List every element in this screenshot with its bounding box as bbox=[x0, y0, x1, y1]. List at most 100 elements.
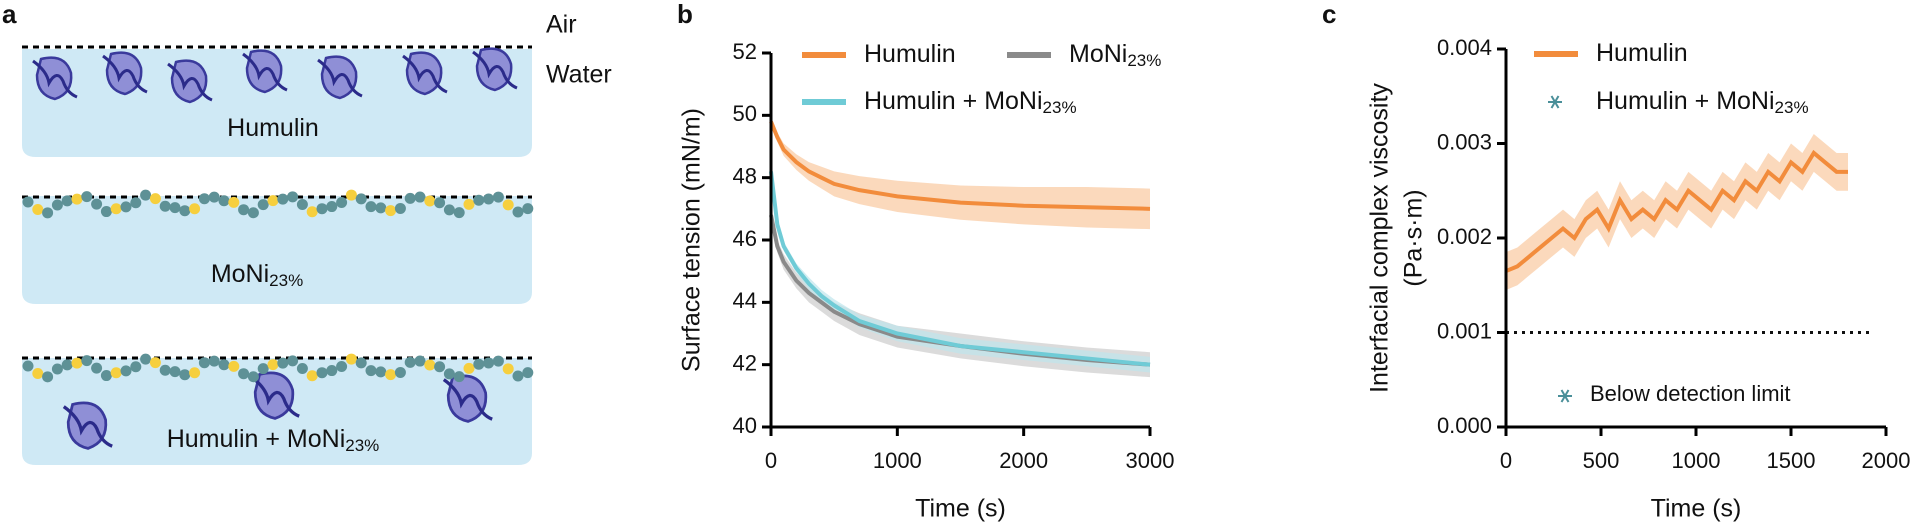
protein bbox=[472, 47, 518, 92]
y-tick-label: 0.004 bbox=[1437, 35, 1492, 60]
polymer-bead bbox=[365, 201, 377, 213]
polymer-bead bbox=[267, 195, 279, 207]
polymer-bead bbox=[198, 193, 210, 205]
legend-label-sub: 23% bbox=[1127, 51, 1161, 70]
polymer-bead bbox=[434, 197, 446, 209]
polymer-bead bbox=[140, 189, 152, 201]
polymer-bead bbox=[130, 197, 142, 209]
polymer-bead bbox=[159, 200, 171, 212]
protein bbox=[62, 401, 113, 450]
polymer-bead bbox=[453, 371, 465, 383]
y-tick-label: 46 bbox=[733, 226, 757, 251]
polymer-bead bbox=[424, 195, 436, 207]
polymer-bead bbox=[100, 206, 112, 218]
polymer-bead bbox=[61, 195, 73, 207]
polymer-bead bbox=[189, 203, 201, 215]
series-line bbox=[769, 120, 1151, 211]
polymer-bead bbox=[375, 366, 387, 378]
protein-chain bbox=[472, 50, 518, 90]
polymer-bead bbox=[336, 196, 348, 208]
x-tick-label: 500 bbox=[1583, 448, 1620, 473]
polymer-bead bbox=[51, 363, 63, 375]
polymer-bead bbox=[71, 357, 83, 369]
annotation: Below detection limit bbox=[1590, 381, 1791, 406]
panel-a-label-main: Humulin + MoNi bbox=[167, 425, 346, 453]
polymer-bead bbox=[149, 357, 161, 369]
series-line bbox=[1505, 149, 1848, 273]
x-tick-label: 0 bbox=[765, 448, 777, 473]
polymer-bead bbox=[365, 365, 377, 377]
protein-chain bbox=[442, 378, 493, 421]
polymer-bead bbox=[287, 355, 299, 367]
polymer-bead bbox=[218, 195, 230, 207]
polymer-bead bbox=[169, 202, 181, 214]
protein-chain bbox=[249, 375, 300, 418]
panel-label: c bbox=[1322, 0, 1336, 29]
y-axis-label: Interfacial complex viscosity bbox=[1366, 83, 1394, 393]
legend-label: Humulin bbox=[1596, 39, 1688, 67]
panel-a-label: Humulin + MoNi23% bbox=[167, 425, 380, 456]
error-band bbox=[771, 118, 1150, 230]
polymer-bead bbox=[316, 203, 328, 215]
y-tick-label: 0.000 bbox=[1437, 413, 1492, 438]
legend-label-main: MoNi bbox=[1069, 40, 1127, 68]
protein bbox=[32, 56, 78, 101]
protein-chain bbox=[62, 405, 113, 448]
protein-chain bbox=[167, 62, 213, 102]
polymer-bead bbox=[169, 366, 181, 378]
polymer-bead bbox=[502, 363, 514, 375]
legend-label: Humulin bbox=[864, 40, 956, 68]
protein bbox=[242, 49, 288, 94]
polymer-bead bbox=[71, 193, 83, 205]
polymer-bead bbox=[483, 357, 495, 369]
y-axis-label: (Pa·s·m) bbox=[1400, 189, 1428, 286]
y-axis-label: Surface tension (mN/m) bbox=[678, 108, 706, 372]
panel-label: b bbox=[677, 0, 693, 29]
polymer-bead bbox=[120, 365, 132, 377]
polymer-bead bbox=[91, 198, 103, 210]
polymer-bead bbox=[345, 353, 357, 365]
schematic bbox=[22, 45, 532, 465]
legend-label: Humulin + MoNi23% bbox=[864, 87, 1077, 118]
panel-a-label: Humulin bbox=[227, 114, 319, 142]
polymer-bead bbox=[404, 356, 416, 368]
x-tick-label: 2000 bbox=[1862, 448, 1911, 473]
water-label: Water bbox=[546, 61, 612, 89]
polymer-bead bbox=[463, 198, 475, 210]
polymer-bead bbox=[208, 191, 220, 203]
air-label: Air bbox=[546, 11, 577, 39]
polymer-bead bbox=[385, 369, 397, 381]
polymer-bead bbox=[326, 365, 338, 377]
x-axis-label: Time (s) bbox=[1651, 495, 1742, 523]
polymer-bead bbox=[443, 204, 455, 216]
polymer-bead bbox=[179, 369, 191, 381]
asterisk bbox=[1560, 389, 1570, 403]
y-tick-label: 0.001 bbox=[1437, 318, 1492, 343]
polymer-bead bbox=[492, 355, 504, 367]
polymer-bead bbox=[32, 203, 44, 215]
legend-label-main: Humulin bbox=[1596, 39, 1688, 67]
series-line bbox=[769, 171, 1151, 367]
polymer-bead bbox=[247, 371, 259, 383]
polymer-bead bbox=[453, 207, 465, 219]
protein bbox=[167, 59, 213, 104]
polymer-bead bbox=[414, 191, 426, 203]
polymer-bead bbox=[277, 357, 289, 369]
y-tick-label: 44 bbox=[733, 288, 757, 313]
polymer-bead bbox=[296, 362, 308, 374]
protein-chain bbox=[102, 54, 148, 94]
polymer-bead bbox=[159, 364, 171, 376]
protein bbox=[402, 51, 448, 96]
legend-label: MoNi23% bbox=[1069, 40, 1161, 71]
polymer-bead bbox=[100, 370, 112, 382]
y-tick-label: 52 bbox=[733, 39, 757, 64]
protein bbox=[317, 55, 363, 100]
polymer-bead bbox=[385, 205, 397, 217]
y-tick-label: 0.003 bbox=[1437, 129, 1492, 154]
polymer-bead bbox=[522, 367, 534, 379]
polymer-bead bbox=[434, 361, 446, 373]
polymer-bead bbox=[22, 196, 34, 208]
water-box bbox=[22, 196, 532, 304]
polymer-bead bbox=[81, 355, 93, 367]
